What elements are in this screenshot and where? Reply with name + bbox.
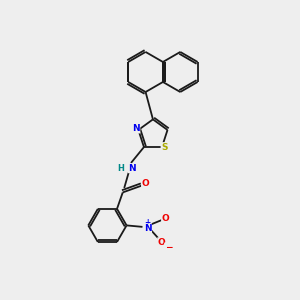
Text: +: + [145,218,151,227]
Text: O: O [142,179,149,188]
Text: −: − [165,243,172,252]
Text: O: O [158,238,166,247]
Text: N: N [144,224,152,233]
Text: H: H [117,164,124,173]
Text: S: S [161,142,167,152]
Text: O: O [162,214,169,223]
Text: N: N [132,124,140,133]
Text: N: N [128,164,136,173]
